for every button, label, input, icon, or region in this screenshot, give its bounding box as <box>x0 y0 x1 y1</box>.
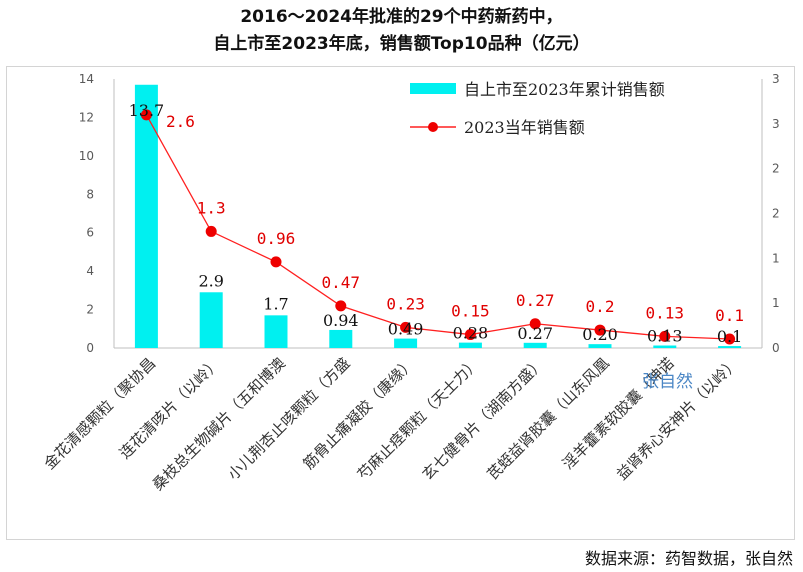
left-tick-label: 10 <box>79 149 94 163</box>
line-point <box>594 324 606 336</box>
line-point <box>464 329 476 341</box>
right-tick-label: 1 <box>772 296 780 310</box>
line-value-label: 0.23 <box>386 294 425 313</box>
line-point <box>270 256 282 268</box>
line-value-label: 0.15 <box>451 302 490 321</box>
line-point <box>529 318 541 330</box>
bar-value-label: 0.28 <box>453 324 489 343</box>
bar-value-label: 0.27 <box>517 324 553 343</box>
line-value-label: 0.96 <box>257 229 296 248</box>
bar-value-label: 2.9 <box>198 271 223 290</box>
left-tick-label: 2 <box>86 303 94 317</box>
legend-bar-label: 自上市至2023年累计销售额 <box>464 80 665 99</box>
chart-title-line2: 自上市至2023年底，销售额Top10品种（亿元） <box>213 34 590 54</box>
bar <box>264 315 288 348</box>
bar <box>653 345 677 348</box>
chart-title-line1: 2016～2024年批准的29个中药新药中， <box>240 7 563 27</box>
line-point <box>724 333 736 345</box>
chart-title: 2016～2024年批准的29个中药新药中， 自上市至2023年底，销售额Top… <box>0 4 803 58</box>
right-tick-label: 3 <box>772 117 780 131</box>
series-line <box>145 114 730 340</box>
category-label: 小儿荆杏止咳颗粒（方盛 <box>224 354 353 483</box>
line-point <box>335 300 347 312</box>
bar-value-label: 0.13 <box>647 327 683 346</box>
right-tick-label: 2 <box>772 162 780 176</box>
legend-bar-swatch <box>410 83 456 94</box>
bar-value-label: 0.1 <box>717 327 742 346</box>
watermark-text: 张自然 <box>642 372 693 392</box>
line-value-label: 0.1 <box>715 306 744 325</box>
category-label: 芪蛭益肾胶囊（山东风凰 <box>483 354 612 483</box>
right-tick-label: 0 <box>772 341 780 355</box>
line-value-label: 0.2 <box>586 297 615 316</box>
left-tick-label: 14 <box>79 72 94 86</box>
bar <box>329 329 353 348</box>
bar-value-label: 13.7 <box>129 101 165 120</box>
line-point <box>400 321 412 333</box>
left-tick-label: 0 <box>86 341 94 355</box>
legend-line-label: 2023当年销售额 <box>464 118 585 137</box>
category-label: 芍麻止痉颗粒（天士力） <box>354 354 483 483</box>
bar-value-label: 0.94 <box>323 311 359 330</box>
data-source: 数据来源：药智数据，张自然 <box>584 549 793 568</box>
line-value-label: 1.3 <box>197 198 226 217</box>
line-value-label: 0.13 <box>646 303 685 322</box>
left-tick-label: 6 <box>86 226 94 240</box>
bar <box>394 338 418 348</box>
line-value-label: 0.27 <box>516 291 555 310</box>
category-label: 筋骨止痛凝胶（康缘） <box>300 354 419 473</box>
bar-value-label: 0.49 <box>388 320 424 339</box>
bar-value-label: 0.20 <box>582 325 618 344</box>
right-tick-label: 3 <box>772 72 780 86</box>
bar <box>134 84 158 348</box>
bar-value-label: 1.7 <box>263 294 288 313</box>
right-tick-label: 2 <box>772 207 780 221</box>
bar <box>523 342 547 348</box>
line-point <box>659 330 671 342</box>
chart-frame <box>6 66 795 540</box>
left-tick-label: 4 <box>86 264 94 278</box>
line-value-label: 0.47 <box>322 273 361 292</box>
category-label: 金花清感颗粒（聚协昌 <box>40 354 159 473</box>
bar <box>718 346 742 348</box>
category-label: 玄七健骨片（湖南方盛） <box>419 354 548 483</box>
line-point <box>205 225 217 237</box>
line-point <box>140 109 152 121</box>
left-tick-label: 12 <box>79 110 94 124</box>
legend-line-marker <box>428 122 438 132</box>
bar <box>588 344 612 348</box>
bar <box>199 292 223 348</box>
line-value-label: 2.6 <box>166 112 195 131</box>
left-tick-label: 8 <box>86 187 94 201</box>
right-tick-label: 1 <box>772 251 780 265</box>
category-label: 桑枝总生物碱片（五和博澳 <box>149 354 289 494</box>
bar <box>458 342 482 348</box>
